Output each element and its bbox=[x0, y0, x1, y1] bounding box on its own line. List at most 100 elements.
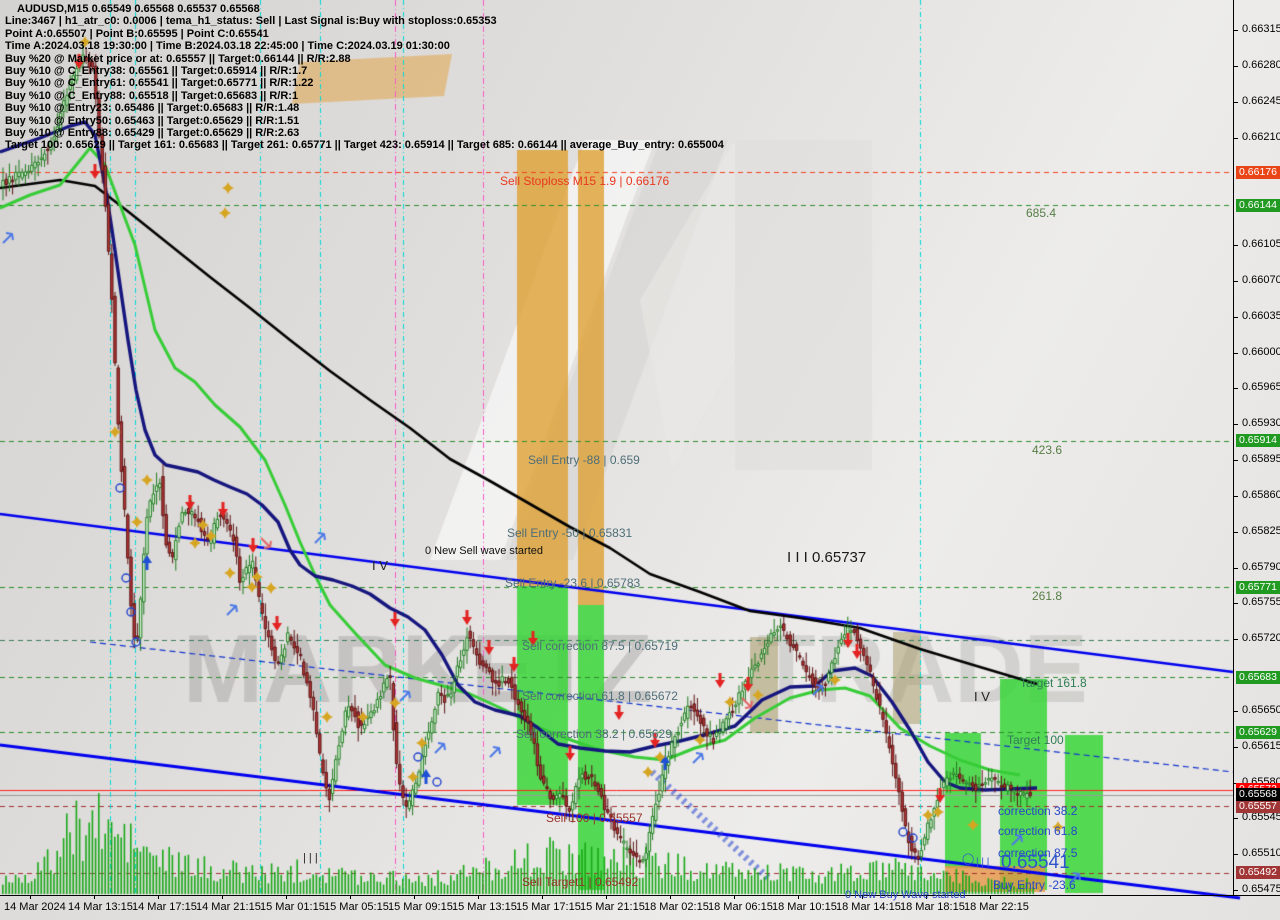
sell-target1-label: Sell Target1 | 0.65492 bbox=[522, 875, 639, 889]
price-tickmark bbox=[1233, 65, 1238, 67]
time-tickmark bbox=[606, 895, 607, 899]
price-badge: 0.65771 bbox=[1236, 580, 1280, 594]
time-tick-label: 18 Mar 06:15 bbox=[708, 901, 773, 913]
price-tick-label: 0.65475 bbox=[1242, 883, 1280, 896]
price-tickmark bbox=[1233, 639, 1238, 641]
time-tickmark bbox=[670, 895, 671, 899]
price-tickmark bbox=[1233, 460, 1238, 462]
price-tick-label: 0.66000 bbox=[1242, 345, 1280, 358]
time-tickmark bbox=[734, 895, 735, 899]
time-tick-label: 14 Mar 2024 bbox=[4, 901, 66, 913]
sell-correction-87-label: Sell correction 87.5 | 0.65719 bbox=[522, 639, 678, 653]
time-tick-label: 14 Mar 21:15 bbox=[196, 901, 261, 913]
price-tick-label: 0.65860 bbox=[1242, 488, 1280, 501]
time-tick-label: 14 Mar 13:15 bbox=[68, 901, 133, 913]
time-tickmark bbox=[286, 895, 287, 899]
price-tickmark bbox=[1233, 101, 1238, 103]
time-tick-label: 18 Mar 10:15 bbox=[772, 901, 837, 913]
price-tickmark bbox=[1233, 818, 1238, 820]
price-badge: 0.65568 bbox=[1236, 788, 1280, 802]
price-badge: 0.65914 bbox=[1236, 434, 1280, 448]
price-tick-label: 0.65825 bbox=[1242, 524, 1280, 537]
time-axis-line bbox=[0, 895, 1280, 896]
time-tick-label: 15 Mar 21:15 bbox=[580, 901, 645, 913]
price-badge: 0.65557 bbox=[1236, 799, 1280, 813]
price-tick-label: 0.66245 bbox=[1242, 94, 1280, 107]
buy-correction-61-label: correction 61.8 bbox=[998, 824, 1078, 838]
wave-iv-right-label: I V bbox=[974, 689, 990, 704]
wave-iii-left-label: | | | bbox=[303, 852, 318, 864]
time-tick-label: 18 Mar 18:15 bbox=[900, 901, 965, 913]
price-tick-label: 0.65790 bbox=[1242, 560, 1280, 573]
price-tick-label: 0.66105 bbox=[1242, 238, 1280, 251]
buy-correction-38-label: correction 38.2 bbox=[998, 804, 1078, 818]
time-tick-label: 18 Mar 14:15 bbox=[836, 901, 901, 913]
time-tick-label: 18 Mar 02:15 bbox=[644, 901, 709, 913]
price-axis-line bbox=[1233, 0, 1234, 896]
fib-423-label: 423.6 bbox=[1032, 443, 1063, 457]
wave-zero-circle-label: ◯ bbox=[962, 853, 975, 865]
time-tickmark bbox=[798, 895, 799, 899]
buy-correction-87-label: correction 87.5 bbox=[998, 846, 1078, 860]
price-badge: 0.65683 bbox=[1236, 670, 1280, 684]
buy-entry-23-label: Buy Entry -23.6 bbox=[993, 878, 1076, 892]
sell-100-label: Sell 100 | 0.65557 bbox=[546, 811, 643, 825]
time-tickmark bbox=[542, 895, 543, 899]
price-tickmark bbox=[1233, 388, 1238, 390]
sell-correction-61-label: Sell correction 61.8 | 0.65672 bbox=[522, 689, 678, 703]
price-tickmark bbox=[1233, 280, 1238, 282]
price-tick-label: 0.66035 bbox=[1242, 309, 1280, 322]
price-tickmark bbox=[1233, 137, 1238, 139]
wave-iv-left-label: I V bbox=[372, 558, 388, 573]
price-tickmark bbox=[1233, 710, 1238, 712]
price-tick-label: 0.66315 bbox=[1242, 23, 1280, 35]
time-tickmark bbox=[222, 895, 223, 899]
price-tick-label: 0.65545 bbox=[1242, 811, 1280, 824]
time-tick-label: 15 Mar 05:15 bbox=[324, 901, 389, 913]
price-tick-label: 0.66210 bbox=[1242, 130, 1280, 143]
price-tick-label: 0.65615 bbox=[1242, 739, 1280, 752]
time-tickmark bbox=[30, 895, 31, 899]
fib-261-label: 261.8 bbox=[1032, 589, 1063, 603]
buy-target-100-label: Target 100 bbox=[1007, 733, 1064, 747]
price-tick-label: 0.65965 bbox=[1242, 381, 1280, 394]
wave-iii-price-label: I I I 0.65737 bbox=[787, 549, 867, 566]
price-tickmark bbox=[1233, 316, 1238, 318]
time-tick-label: 15 Mar 17:15 bbox=[516, 901, 581, 913]
time-tickmark bbox=[926, 895, 927, 899]
new-buy-wave-label: 0 New Buy Wave started bbox=[845, 889, 966, 901]
sell-entry-50-label: Sell Entry -50 | 0.65831 bbox=[507, 526, 633, 540]
wave-marks-blue-label: | | | bbox=[976, 857, 990, 868]
price-tick-label: 0.65720 bbox=[1242, 632, 1280, 645]
price-tickmark bbox=[1233, 746, 1238, 748]
price-tickmark bbox=[1233, 854, 1238, 856]
time-tickmark bbox=[478, 895, 479, 899]
price-tick-label: 0.65895 bbox=[1242, 453, 1280, 466]
time-tickmark bbox=[94, 895, 95, 899]
sell-entry-88-label: Sell Entry -88 | 0.659 bbox=[528, 453, 640, 467]
price-tickmark bbox=[1233, 531, 1238, 533]
time-tickmark bbox=[414, 895, 415, 899]
time-tickmark bbox=[862, 895, 863, 899]
price-tickmark bbox=[1233, 567, 1238, 569]
price-tick-label: 0.65930 bbox=[1242, 417, 1280, 430]
buy-target-161-label: Target 161.8 bbox=[1020, 676, 1087, 690]
fib-685-label: 685.4 bbox=[1026, 206, 1057, 220]
sell-correction-38-label: Sell correction 38.2 | 0.65629 bbox=[516, 727, 672, 741]
time-tick-label: 14 Mar 17:15 bbox=[132, 901, 197, 913]
time-tickmark bbox=[350, 895, 351, 899]
price-badge: 0.66176 bbox=[1236, 165, 1280, 179]
time-tick-label: 15 Mar 13:15 bbox=[452, 901, 517, 913]
sell-entry-23-label: Sell Entry -23.6 | 0.65783 bbox=[505, 576, 641, 590]
price-tickmark bbox=[1233, 495, 1238, 497]
price-tick-label: 0.65510 bbox=[1242, 847, 1280, 860]
price-badge: 0.65629 bbox=[1236, 725, 1280, 739]
new-sell-wave-label: 0 New Sell wave started bbox=[425, 545, 543, 557]
price-tickmark bbox=[1233, 782, 1238, 784]
price-tickmark bbox=[1233, 603, 1238, 605]
price-tickmark bbox=[1233, 890, 1238, 892]
price-tickmark bbox=[1233, 30, 1238, 31]
price-badge: 0.66144 bbox=[1236, 198, 1280, 212]
